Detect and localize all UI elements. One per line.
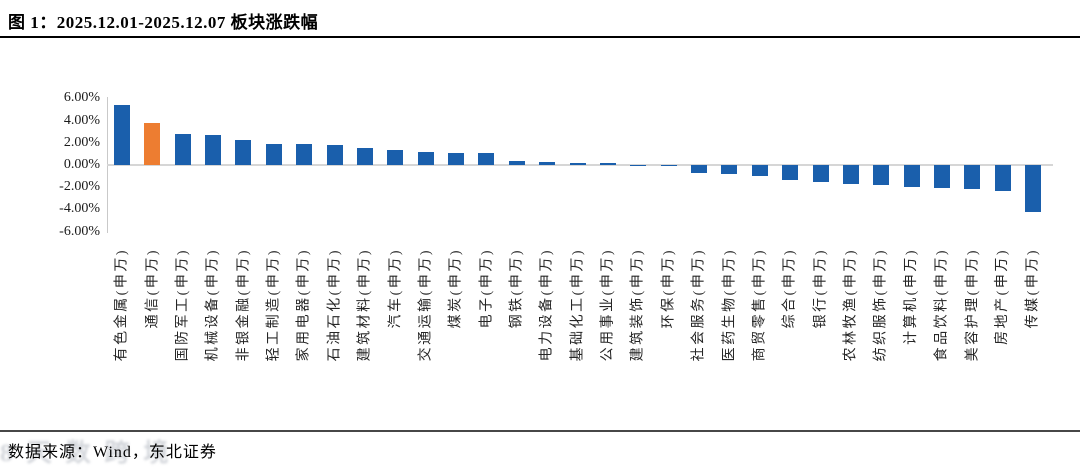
bar-电力设备(申万) <box>539 161 556 165</box>
bar-医药生物(申万) <box>721 165 738 174</box>
x-axis-label: 美容护理(申万) <box>964 248 980 362</box>
x-axis-label: 电力设备(申万) <box>539 248 555 362</box>
bar-煤炭(申万) <box>448 152 465 165</box>
x-axis-label: 建筑材料(申万) <box>357 248 373 362</box>
x-axis-label: 煤炭(申万) <box>448 248 464 329</box>
x-axis-label: 基础化工(申万) <box>570 248 586 362</box>
x-axis-label: 银行(申万) <box>813 248 828 329</box>
x-axis-label: 农林牧渔(申万) <box>843 248 859 362</box>
x-axis-label: 家用电器(申万) <box>296 248 312 362</box>
bar-轻工制造(申万) <box>265 143 282 165</box>
bar-农林牧渔(申万) <box>842 165 859 185</box>
bar-商贸零售(申万) <box>751 165 768 177</box>
bar-交通运输(申万) <box>417 151 434 165</box>
bar-建筑材料(申万) <box>356 148 373 165</box>
y-axis-tick-label: -6.00% <box>59 223 100 239</box>
bar-基础化工(申万) <box>569 162 586 165</box>
bar-纺织服饰(申万) <box>873 165 890 186</box>
bar-房地产(申万) <box>994 165 1011 192</box>
x-axis-label: 纺织服饰(申万) <box>873 248 889 362</box>
sector-change-bar-chart: 6.00% 4.00% 2.00% 0.00% -2.00% -4.00% -6.00% 有色… <box>59 90 1054 362</box>
x-axis-label: 钢铁(申万) <box>509 248 525 329</box>
bar-机械设备(申万) <box>205 134 222 165</box>
y-axis-tick-label: 6.00% <box>63 90 100 106</box>
x-axis-label: 计算机(申万) <box>904 248 920 345</box>
x-axis-label: 交通运输(申万) <box>418 248 434 362</box>
x-axis-label: 环保(申万) <box>661 248 677 329</box>
bar-家用电器(申万) <box>296 144 313 165</box>
bar-汽车(申万) <box>387 150 404 165</box>
x-axis-label: 建筑装饰(申万) <box>630 248 646 362</box>
bar-社会服务(申万) <box>691 165 708 174</box>
bar-电子(申万) <box>478 153 495 165</box>
x-axis-label: 电子(申万) <box>478 248 494 329</box>
bar-传媒(申万) <box>1025 165 1042 212</box>
x-axis-label: 非银金融(申万) <box>235 248 251 362</box>
bar-钢铁(申万) <box>508 160 525 165</box>
bar-银行(申万) <box>812 165 829 183</box>
x-axis-label: 医药生物(申万) <box>721 248 737 362</box>
y-axis-tick-label: 2.00% <box>63 134 100 150</box>
y-axis-tick-label: -4.00% <box>59 201 100 217</box>
x-axis-label: 综合(申万) <box>782 248 798 329</box>
figure-title: 图 1：2025.12.01-2025.12.07 板块涨跌幅 <box>8 13 319 32</box>
bar-综合(申万) <box>782 165 799 180</box>
title-divider <box>0 36 1080 38</box>
y-axis-tick-label: 4.00% <box>63 112 100 128</box>
x-axis-label: 机械设备(申万) <box>205 248 221 362</box>
x-axis-label: 国防军工(申万) <box>175 248 191 362</box>
bar-通信(申万) <box>144 123 161 165</box>
x-axis-label: 房地产(申万) <box>995 248 1011 345</box>
x-axis-label: 食品饮料(申万) <box>934 248 950 362</box>
zero-baseline <box>107 164 1054 166</box>
y-axis-tick-label: -2.00% <box>59 179 100 195</box>
x-axis-label: 轻工制造(申万) <box>266 248 282 362</box>
x-axis-label: 汽车(申万) <box>387 248 403 329</box>
bar-石油石化(申万) <box>326 145 343 165</box>
x-axis-label: 通信(申万) <box>144 248 160 329</box>
bar-国防军工(申万) <box>174 134 191 165</box>
bar-建筑装饰(申万) <box>630 164 647 165</box>
x-axis-label: 社会服务(申万) <box>691 248 707 362</box>
bar-非银金融(申万) <box>235 140 252 165</box>
x-axis-label: 石油石化(申万) <box>327 248 343 362</box>
bar-有色金属(申万) <box>114 104 130 165</box>
data-source-note: 数据来源：Wind，东北证券 <box>8 444 217 461</box>
bar-美容护理(申万) <box>964 165 981 190</box>
y-axis-tick-label: 0.00% <box>63 157 100 172</box>
x-axis-label: 传媒(申万) <box>1025 248 1041 329</box>
bar-食品饮料(申万) <box>933 165 950 189</box>
x-axis-label: 商贸零售(申万) <box>752 248 768 362</box>
x-axis-label: 公用事业(申万) <box>600 248 616 362</box>
footer-divider <box>0 430 1080 432</box>
bar-公用事业(申万) <box>599 163 616 165</box>
bar-计算机(申万) <box>903 165 920 187</box>
x-axis-label: 有色金属(申万) <box>114 248 130 362</box>
bar-环保(申万) <box>660 165 677 167</box>
